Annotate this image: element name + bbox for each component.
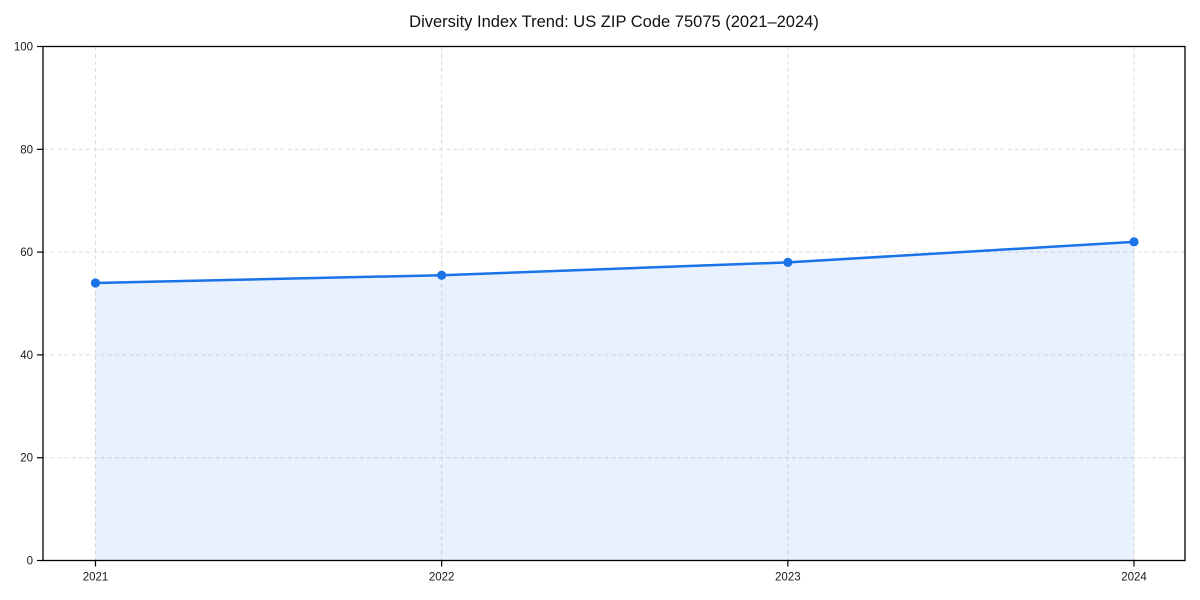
plot-border [42,45,1186,562]
x-tick-label: 2024 [1121,572,1147,584]
x-tick-label: 2023 [775,572,801,584]
data-point-2022 [437,270,447,280]
trend-line [94,240,1136,285]
y-tick-label: 60 [20,247,33,259]
x-tick-label: 2021 [83,572,109,584]
y-tick-label: 80 [20,144,33,156]
area-fill [95,241,1134,561]
y-tick-label: 20 [20,453,33,465]
data-point-2021 [90,278,101,288]
data-point-2023 [783,257,793,267]
y-tick-label: 40 [20,350,33,362]
chart-title: Diversity Index Trend: US ZIP Code 75075… [409,13,819,31]
y-tick-label: 100 [14,42,33,54]
x-tick-label: 2022 [429,572,455,584]
y-tick-label: 0 [27,556,33,568]
data-point-2024 [1129,237,1139,247]
